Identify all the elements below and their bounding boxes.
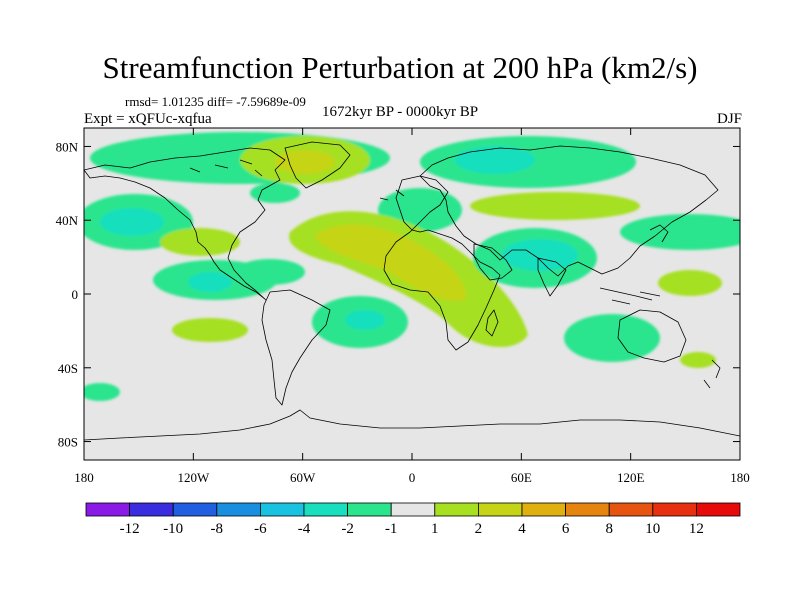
colorbar-swatch [521, 502, 566, 517]
anomaly-region [172, 318, 248, 342]
season-label: DJF [716, 111, 742, 127]
colorbar-swatch [608, 502, 654, 517]
coastline-new-zealand [703, 359, 721, 389]
coastline-north-america [84, 147, 286, 301]
anomaly-region [188, 272, 232, 292]
colorbar-swatch [85, 502, 130, 517]
anomaly-region [345, 310, 385, 330]
colorbar-label: -2 [341, 521, 354, 537]
colorbar-swatch [696, 502, 741, 517]
coastline-indonesia [599, 287, 661, 305]
colorbar-swatch [390, 502, 436, 517]
stats-line: rmsd= 1.01235 diff= -7.59689e-09 [125, 94, 306, 109]
x-tick-label: 0 [409, 470, 416, 485]
colorbar-swatch [565, 502, 610, 517]
colorbar-swatch [172, 502, 218, 517]
anomaly-region [315, 224, 466, 301]
anomaly-region [620, 214, 740, 250]
anomaly-region [235, 259, 305, 285]
colorbar-label: 1 [431, 521, 439, 537]
coastline-madagascar [485, 309, 499, 337]
y-axis: 80N 40N 0 40S 80S [56, 139, 740, 450]
colorbar-swatch [129, 502, 174, 517]
colorbar-label: -6 [254, 521, 267, 537]
y-tick-label: 80S [58, 435, 78, 450]
coastline-japan [649, 224, 669, 243]
coastline-islands [189, 159, 405, 201]
colorbar-label: -10 [163, 521, 183, 537]
anomaly-region [84, 383, 120, 401]
colorbar-label: -4 [298, 521, 311, 537]
colorbar-swatch [259, 502, 305, 517]
coastline-antarctica [84, 409, 740, 441]
colorbar-label: 4 [518, 521, 526, 537]
anomaly-region [680, 352, 716, 368]
anomaly-region [502, 239, 578, 271]
colorbar-label: 6 [562, 521, 570, 537]
coastline-south-america [261, 289, 331, 406]
coastline-india [537, 257, 567, 297]
colorbar-swatch [477, 502, 523, 517]
x-tick-label: 180 [730, 470, 750, 485]
colorbar-label: 10 [645, 521, 660, 537]
y-tick-label: 0 [72, 287, 79, 302]
anomaly-region [275, 150, 335, 174]
colorbar-label: -8 [211, 521, 224, 537]
x-tick-label: 120W [177, 470, 210, 485]
coastline-africa [383, 175, 501, 351]
anomaly-field [84, 132, 740, 401]
x-tick-label: 180 [74, 470, 94, 485]
colorbar-swatch [303, 502, 348, 517]
colorbar-label: 2 [475, 521, 483, 537]
x-axis: 180 120W 60W 0 60E 120E 180 [74, 128, 750, 485]
colorbar-swatch [434, 502, 479, 517]
colorbar-label: -12 [120, 521, 140, 537]
anomaly-region [470, 192, 640, 220]
x-tick-label: 60W [290, 470, 316, 485]
coastline-greenland [284, 141, 351, 189]
anomaly-region [250, 183, 300, 203]
y-tick-label: 40S [58, 361, 78, 376]
anomaly-region [455, 146, 535, 174]
anomaly-region [160, 228, 240, 256]
x-tick-label: 60E [511, 470, 532, 485]
x-tick-label: 120E [617, 470, 645, 485]
colorbar-label: -1 [385, 521, 398, 537]
anomaly-region [658, 270, 722, 296]
coastline-australia [617, 309, 687, 363]
anomaly-region [564, 314, 660, 362]
coastline-arabia [473, 243, 513, 281]
colorbar-swatch [216, 502, 261, 517]
y-tick-label: 80N [56, 139, 79, 154]
colorbar-label: 12 [689, 521, 704, 537]
experiment-label: Expt = xQFUc-xqfua [84, 111, 212, 127]
y-tick-label: 40N [56, 213, 79, 228]
chart-title: Streamfunction Perturbation at 200 hPa (… [102, 50, 698, 85]
colorbar-swatch [347, 502, 392, 517]
period-label: 1672kyr BP - 0000kyr BP [322, 104, 479, 120]
colorbar-label: 8 [605, 521, 613, 537]
coastline-eurasia [419, 145, 719, 277]
coastlines [84, 141, 740, 441]
anomaly-region [100, 208, 164, 236]
colorbar-swatch [652, 502, 697, 517]
colorbar: -12 -10 -8 -6 -4 -2 -1 1 2 4 6 8 10 12 [85, 502, 741, 537]
